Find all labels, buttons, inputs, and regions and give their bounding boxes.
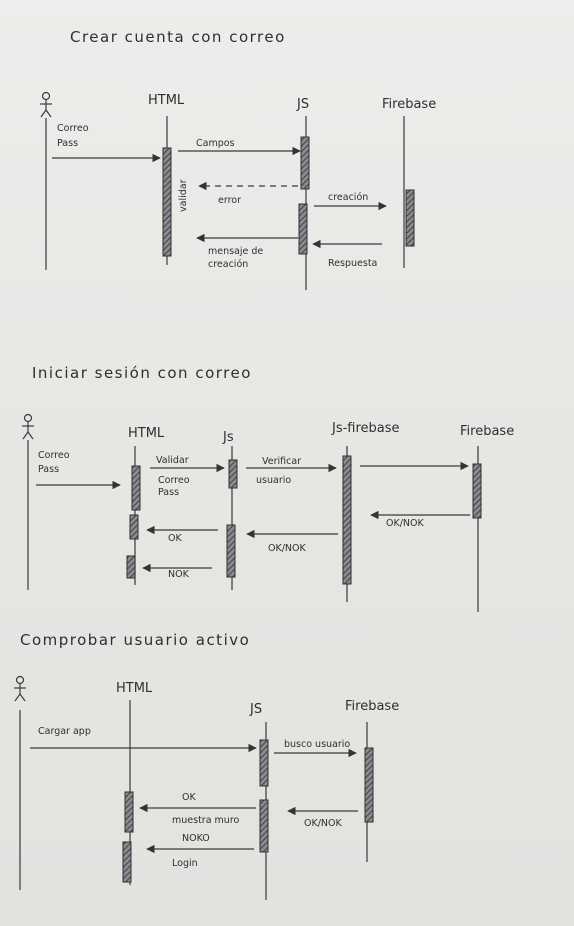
activation-bar-js-comprobar-2: [259, 799, 269, 853]
section-title-iniciar: Iniciar sesión con correo: [32, 364, 252, 382]
message-label-muestra-muro-comprobar: muestra muro: [172, 815, 240, 826]
activation-bar-js-iniciar-2: [226, 524, 236, 578]
message-label-cargar-app-comprobar: Cargar app: [38, 726, 91, 737]
message-label-ok-iniciar: OK: [168, 533, 182, 544]
participant-html-crear: HTML: [148, 93, 185, 108]
message-label-correo-pass-crear-line2: Pass: [57, 138, 78, 149]
message-label-nok-iniciar: NOK: [168, 569, 190, 580]
message-label-campos-crear: Campos: [196, 138, 235, 149]
activation-bar-html-crear: [162, 147, 172, 257]
activation-bar-firebase-comprobar: [364, 747, 374, 823]
section-title-comprobar: Comprobar usuario activo: [20, 631, 250, 649]
activation-bar-html-iniciar-2: [129, 514, 139, 540]
section-title-crear: Crear cuenta con correo: [70, 28, 286, 46]
message-label-mensaje-creacion-crear-line2: creación: [208, 259, 248, 270]
message-label-error-crear: error: [218, 195, 241, 206]
message-label-correo-pass-2-iniciar-line2: Pass: [158, 487, 179, 498]
participant-js-firebase-iniciar: Js-firebase: [331, 421, 400, 436]
participant-js-iniciar: Js: [222, 430, 234, 445]
activation-bar-js-crear-1: [300, 136, 310, 190]
message-label-ok-comprobar: OK: [182, 792, 196, 803]
actor-icon-comprobar: [14, 675, 26, 702]
message-label-usuario-iniciar: usuario: [256, 475, 291, 486]
message-label-mensaje-creacion-crear: mensaje de: [208, 246, 263, 257]
participant-js-crear: JS: [296, 97, 309, 112]
activation-bar-firebase-iniciar: [472, 463, 482, 519]
message-label-correo-pass-iniciar: Correo: [38, 450, 70, 461]
message-label-ok-nok-2-iniciar: OK/NOK: [268, 543, 306, 554]
activation-bar-js-iniciar-1: [228, 459, 238, 489]
message-label-verificar-iniciar: Verificar: [262, 456, 301, 467]
message-label-login-comprobar: Login: [172, 858, 198, 869]
message-label-creacion-crear: creación: [328, 192, 368, 203]
participant-firebase-iniciar: Firebase: [460, 424, 514, 439]
message-label-nok-comprobar: NOKO: [182, 833, 210, 844]
activation-bar-js-comprobar-1: [259, 739, 269, 787]
message-label-respuesta-crear: Respuesta: [328, 258, 377, 269]
participant-firebase-comprobar: Firebase: [345, 699, 399, 714]
participant-firebase-crear: Firebase: [382, 97, 436, 112]
message-label-ok-nok-1-iniciar: OK/NOK: [386, 518, 424, 529]
message-label-correo-pass-iniciar-line2: Pass: [38, 464, 59, 475]
activation-bar-firebase-crear: [405, 189, 415, 247]
activation-bar-html-iniciar-3: [126, 555, 136, 579]
message-label-correo-pass-2-iniciar: Correo: [158, 475, 190, 486]
activation-bar-js-firebase-iniciar: [342, 455, 352, 585]
participant-js-comprobar: JS: [249, 702, 262, 717]
message-label-validar-iniciar: Validar: [156, 455, 189, 466]
participant-html-comprobar: HTML: [116, 681, 153, 696]
activation-bar-js-crear-2: [298, 203, 308, 255]
message-label-correo-pass-crear: Correo: [57, 123, 89, 134]
message-label-validar-crear: validar: [178, 179, 189, 212]
activation-bar-html-comprobar-2: [122, 841, 132, 883]
message-label-ok-nok-comprobar: OK/NOK: [304, 818, 342, 829]
activation-bar-html-iniciar-1: [131, 465, 141, 511]
message-label-busco-usuario-comprobar: busco usuario: [284, 739, 350, 750]
actor-icon-crear: [40, 91, 52, 118]
participant-html-iniciar: HTML: [128, 426, 165, 441]
activation-bar-html-comprobar-1: [124, 791, 134, 833]
actor-icon-iniciar: [22, 413, 34, 440]
